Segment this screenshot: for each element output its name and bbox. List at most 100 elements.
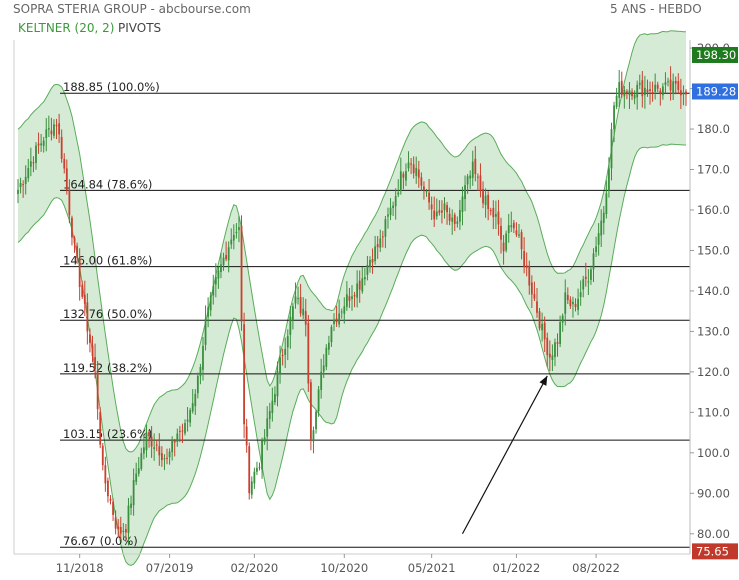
y-tick-label: 140.0 (697, 284, 730, 298)
candle-body (384, 219, 387, 237)
candle-body (443, 203, 446, 211)
candle-body (677, 81, 680, 90)
candle-body (618, 82, 621, 98)
candle-body (379, 238, 382, 248)
candle-body (351, 296, 353, 300)
candlesticks (17, 66, 687, 546)
candle-body (674, 80, 677, 84)
candle-body (554, 342, 556, 358)
candle-body (497, 211, 500, 225)
candle-body (320, 371, 323, 390)
candle-body (235, 231, 238, 233)
candle-body (284, 348, 287, 355)
candle-body (492, 208, 495, 218)
candle-body (191, 403, 194, 412)
y-tick-label: 170.0 (697, 163, 730, 177)
candle-body (168, 451, 171, 458)
candle-body (58, 123, 61, 135)
candle-body (132, 479, 135, 506)
candle-body (620, 80, 623, 95)
candle-body (243, 324, 245, 425)
candle-body (530, 282, 533, 295)
candle-body (122, 530, 125, 533)
candle-body (587, 281, 590, 283)
candle-body (263, 437, 266, 442)
candle-body (405, 171, 407, 181)
candle-body (91, 345, 94, 356)
candle-body (464, 185, 466, 200)
candle-body (649, 89, 651, 92)
fib-level-label: 188.85 (100.0%) (63, 80, 160, 94)
candle-body (322, 365, 325, 372)
candle-body (623, 90, 626, 97)
candle-body (410, 163, 412, 165)
candle-body (643, 87, 646, 95)
candle-body (507, 225, 510, 234)
fib-level-label: 76.67 (0.0%) (63, 534, 138, 548)
candle-body (222, 257, 225, 266)
y-tick-label: 80.00 (697, 527, 730, 541)
candle-body (366, 264, 369, 275)
candle-body (47, 128, 50, 130)
candle-body (564, 292, 567, 314)
candle-body (412, 164, 415, 174)
candle-body (651, 92, 654, 94)
candle-body (45, 129, 48, 139)
fib-level-label: 119.52 (38.2%) (63, 361, 152, 375)
candle-body (685, 91, 687, 95)
candle-body (661, 86, 664, 96)
candle-body (615, 95, 618, 108)
candle-body (523, 251, 526, 267)
candle-body (83, 294, 86, 304)
candle-body (258, 466, 261, 468)
candle-body (125, 529, 127, 533)
candle-body (446, 205, 448, 213)
candle-body (317, 389, 320, 412)
candle-body (189, 410, 192, 423)
legend-keltner[interactable]: KELTNER (20, 2) (18, 21, 115, 35)
candle-body (107, 480, 109, 497)
candle-body (281, 355, 284, 357)
candle-body (433, 210, 436, 220)
candle-body (225, 255, 228, 260)
candle-body (309, 382, 312, 440)
candle-body (546, 337, 549, 356)
candle-body (536, 301, 538, 313)
candle-body (500, 225, 502, 240)
candle-body (559, 322, 562, 345)
candle-body (214, 277, 217, 285)
fib-level-label: 146.00 (61.8%) (63, 254, 152, 268)
candle-body (528, 265, 531, 286)
candle-body (569, 299, 572, 307)
candle-body (145, 432, 148, 451)
candle-body (669, 79, 672, 91)
candle-body (68, 189, 71, 216)
candle-body (476, 176, 479, 178)
candle-body (638, 82, 641, 85)
candle-body (399, 171, 402, 191)
candle-body (112, 501, 114, 515)
candle-body (158, 446, 161, 456)
candle-body (32, 162, 35, 164)
candle-body (274, 394, 276, 403)
legend-pivots[interactable]: PIVOTS (118, 21, 162, 35)
candle-body (633, 94, 636, 99)
candle-body (302, 308, 305, 316)
candle-body (24, 176, 27, 184)
candle-body (119, 526, 122, 534)
candle-body (19, 183, 22, 188)
x-tick-label: 02/2020 (230, 561, 278, 575)
candle-body (292, 306, 294, 320)
candle-body (420, 177, 423, 186)
candle-body (245, 426, 248, 446)
candle-body (584, 276, 587, 280)
candle-body (556, 342, 559, 344)
candle-body (271, 400, 274, 414)
candle-body (392, 205, 395, 209)
candle-body (294, 296, 297, 304)
candle-body (217, 270, 220, 279)
candle-body (256, 467, 258, 472)
y-tick-label: 100.0 (697, 446, 730, 460)
candle-body (333, 319, 335, 325)
